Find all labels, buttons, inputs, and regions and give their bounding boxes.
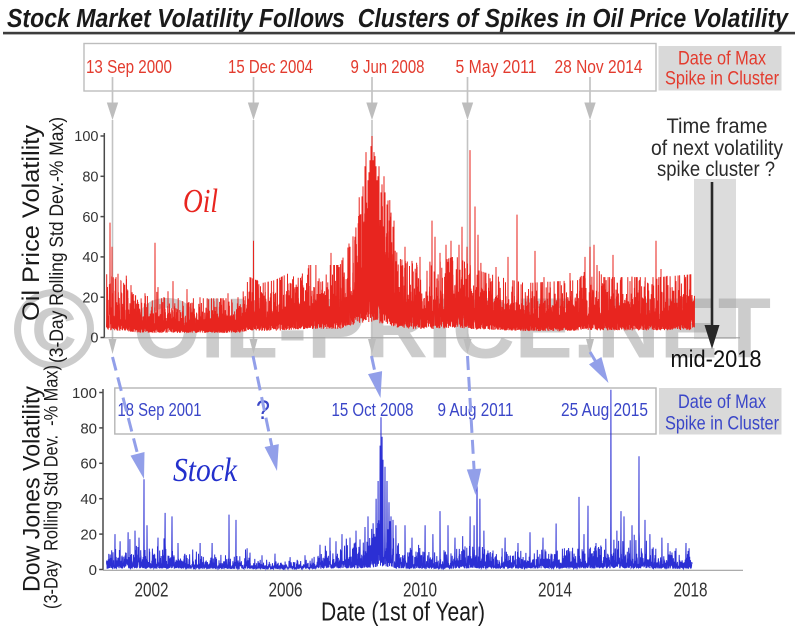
svg-text:40: 40 (80, 491, 97, 508)
svg-text:25 Aug 2015: 25 Aug 2015 (561, 399, 648, 420)
svg-text:80: 80 (80, 420, 97, 437)
svg-text:60: 60 (82, 210, 98, 226)
svg-text:0: 0 (90, 331, 98, 347)
svg-text:2002: 2002 (135, 579, 169, 602)
svg-text:100: 100 (72, 385, 97, 402)
svg-text:100: 100 (74, 129, 98, 145)
svg-text:15 Oct 2008: 15 Oct 2008 (332, 399, 414, 420)
svg-text:Stock Market Volatility Follow: Stock Market Volatility Follows Clusters… (7, 5, 790, 33)
svg-text:13 Sep 2000: 13 Sep 2000 (86, 56, 172, 77)
svg-text:28 Nov 2014: 28 Nov 2014 (555, 56, 643, 77)
svg-text:Oil: Oil (183, 183, 218, 220)
svg-text:60: 60 (80, 456, 97, 473)
svg-text:Date of Max: Date of Max (678, 48, 766, 70)
svg-text:5 May 2011: 5 May 2011 (456, 56, 537, 77)
svg-text:2010: 2010 (403, 579, 437, 602)
svg-text:Stock: Stock (173, 452, 238, 489)
svg-text:2014: 2014 (538, 579, 572, 602)
svg-text:C: C (32, 296, 77, 365)
svg-text:mid-2018: mid-2018 (671, 346, 762, 373)
svg-text:9 Jun 2008: 9 Jun 2008 (351, 56, 425, 77)
svg-text:Dow Jones Volatility: Dow Jones Volatility (19, 386, 46, 592)
svg-text:Date (1st of Year): Date (1st of Year) (321, 599, 485, 626)
svg-text:40: 40 (82, 250, 98, 266)
svg-text:9 Aug 2011: 9 Aug 2011 (438, 399, 514, 420)
svg-text:20: 20 (82, 290, 98, 306)
svg-text:Time frame: Time frame (667, 114, 768, 138)
svg-text:18 Sep 2001: 18 Sep 2001 (118, 399, 202, 420)
svg-text:0: 0 (89, 562, 97, 579)
svg-text:Spike in Cluster: Spike in Cluster (665, 68, 779, 90)
svg-text:spike cluster ?: spike cluster ? (657, 157, 775, 181)
svg-text:20: 20 (80, 527, 97, 544)
svg-text:Spike in Cluster: Spike in Cluster (665, 413, 779, 435)
svg-text:(3-Day Rolling Std Dev.-% Max): (3-Day Rolling Std Dev.-% Max) (47, 117, 68, 363)
svg-text:of next volatility: of next volatility (651, 136, 783, 160)
svg-text:(3-Day Rolling Std Dev. -% M: (3-Day Rolling Std Dev. -% Max) (42, 365, 63, 609)
svg-text:15 Dec 2004: 15 Dec 2004 (228, 56, 313, 77)
svg-text:Date of Max: Date of Max (678, 391, 766, 413)
svg-text:2006: 2006 (269, 579, 303, 602)
svg-text:80: 80 (82, 170, 98, 186)
svg-text:Oil Price Volatility: Oil Price Volatility (18, 125, 45, 321)
svg-text:2018: 2018 (674, 579, 708, 602)
